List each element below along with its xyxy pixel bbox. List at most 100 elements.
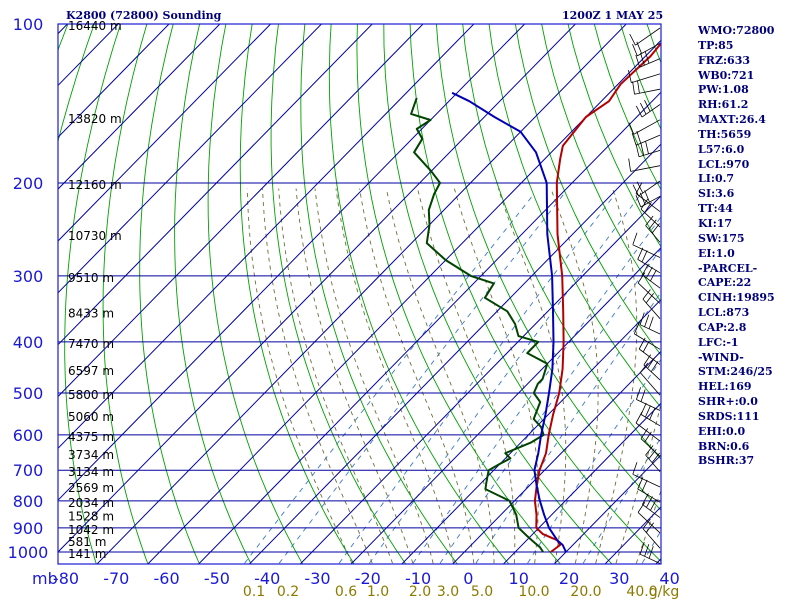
index-row: -WIND-: [698, 350, 744, 364]
dry-adiabat-line: [383, 24, 613, 564]
index-row: HEL:169: [698, 380, 752, 394]
index-row: SRDS:111: [698, 409, 760, 423]
dry-adiabat-line: [239, 24, 355, 564]
plot-frame: [57, 23, 662, 565]
index-row: LCL:873: [698, 306, 750, 320]
index-row: TT:44: [698, 202, 733, 216]
wind-barb: [639, 362, 661, 396]
mixing-ratio-line: [412, 216, 661, 564]
wind-barb: [645, 215, 661, 243]
mixing-ratio-label: 5.0: [471, 584, 493, 600]
isotherm-line: [58, 24, 373, 346]
height-label: 1042 m: [68, 523, 114, 537]
index-row: BRN:0.6: [698, 439, 750, 453]
isotherm-line: [58, 24, 170, 139]
dry-adiabat-line: [541, 24, 661, 303]
height-label: 8433 m: [68, 306, 114, 320]
index-row: CINH:19895: [698, 291, 775, 305]
moist-adiabat-line: [550, 188, 599, 564]
height-label: 7470 m: [68, 337, 114, 351]
dry-adiabat-line: [514, 24, 661, 356]
pressure-tick-label: 500: [13, 384, 44, 403]
dry-adiabat-line: [567, 24, 661, 248]
temperature-tick-label: -80: [53, 569, 79, 588]
pressure-tick-label: 900: [13, 519, 44, 538]
index-row: TH:5659: [698, 127, 752, 141]
wind-barb: [642, 263, 661, 289]
wind-barb: [632, 462, 661, 488]
dry-adiabat-line: [462, 24, 661, 460]
dry-adiabat-line: [207, 24, 304, 564]
dry-adiabat-line: [139, 24, 200, 564]
height-label: 13820 m: [68, 112, 122, 126]
wind-barb: [640, 198, 661, 228]
temperature-line: [533, 41, 661, 553]
index-row: WMO:72800: [698, 24, 775, 37]
wind-barb: [642, 493, 661, 518]
height-label: 141 m: [68, 547, 106, 561]
height-label: 6597 m: [68, 364, 114, 378]
index-row: LFC:-1: [698, 335, 739, 349]
isotherm-line: [248, 143, 661, 564]
dry-adiabat-line: [409, 24, 661, 563]
wind-barb: [645, 445, 661, 472]
height-label: 1528 m: [68, 510, 114, 524]
isotherm-line: [58, 24, 577, 553]
mixing-ratio-line: [244, 193, 535, 564]
indices-panel: WMO:72800 TP:85 FRZ:633 WB0:721 PW:1.08 RH:61…: [698, 24, 798, 469]
index-row: WB0:721: [698, 68, 755, 82]
moist-adiabat-line: [385, 188, 495, 564]
temperature-tick-label: -70: [103, 569, 129, 588]
isotherm-line: [96, 24, 627, 564]
dewpoint-line: [410, 97, 549, 553]
temperature-tick-label: -10: [405, 569, 431, 588]
mixing-ratio-label: 0.1: [243, 584, 265, 600]
wind-barb: [632, 232, 661, 258]
mixing-ratio-label: 2.0: [409, 584, 431, 600]
wind-barb: [635, 190, 661, 208]
index-row: EI:1.0: [698, 246, 735, 260]
wind-barb: [635, 141, 661, 158]
mixing-ratio-label: 40.0: [626, 584, 657, 600]
temperature-tick-label: -20: [355, 569, 381, 588]
mixing-ratio-line: [475, 291, 661, 564]
index-row: TP:85: [698, 38, 734, 52]
dry-adiabat-line: [328, 24, 510, 564]
pressure-tick-label: 1000: [8, 543, 49, 562]
mixing-ratio-line: [338, 193, 616, 564]
wind-barb: [637, 272, 661, 304]
moist-adiabat-line: [417, 188, 516, 564]
height-label: 9510 m: [68, 271, 114, 285]
mixing-ratio-label: g/kg: [649, 584, 680, 600]
moist-adiabat-line: [246, 188, 353, 564]
mixing-ratio-label: 0.2: [277, 584, 299, 600]
dry-adiabat-line: [102, 24, 149, 564]
moist-adiabat-line: [335, 188, 454, 564]
dry-adiabat-line: [270, 24, 407, 564]
index-row: LCL:970: [698, 157, 750, 171]
wind-barb: [639, 541, 661, 564]
wind-barb: [628, 158, 661, 172]
mixing-ratio-label: 3.0: [437, 584, 459, 600]
dry-adiabat-line: [435, 24, 661, 512]
wind-barb: [637, 501, 661, 534]
isotherm-line: [58, 24, 272, 242]
height-label: 3134 m: [68, 465, 114, 479]
height-label: 5060 m: [68, 410, 114, 424]
index-row: CAP:2.8: [698, 320, 747, 334]
wind-barb: [640, 402, 661, 427]
x-axis-prefix: mb: [32, 569, 58, 588]
wind-barb: [633, 322, 661, 350]
temperature-tick-label: 30: [609, 569, 629, 588]
temperature-tick-label: -50: [204, 569, 230, 588]
moist-adiabat-line: [615, 402, 661, 564]
temperature-tick-label: -60: [154, 569, 180, 588]
moist-adiabat-line: [262, 188, 373, 564]
dry-adiabat-line: [174, 24, 252, 564]
isotherm-line: [58, 24, 323, 294]
pressure-tick-label: 200: [13, 174, 44, 193]
wind-barb: [642, 518, 661, 549]
height-label: 2569 m: [68, 481, 114, 495]
height-label: 4375 m: [68, 430, 114, 444]
